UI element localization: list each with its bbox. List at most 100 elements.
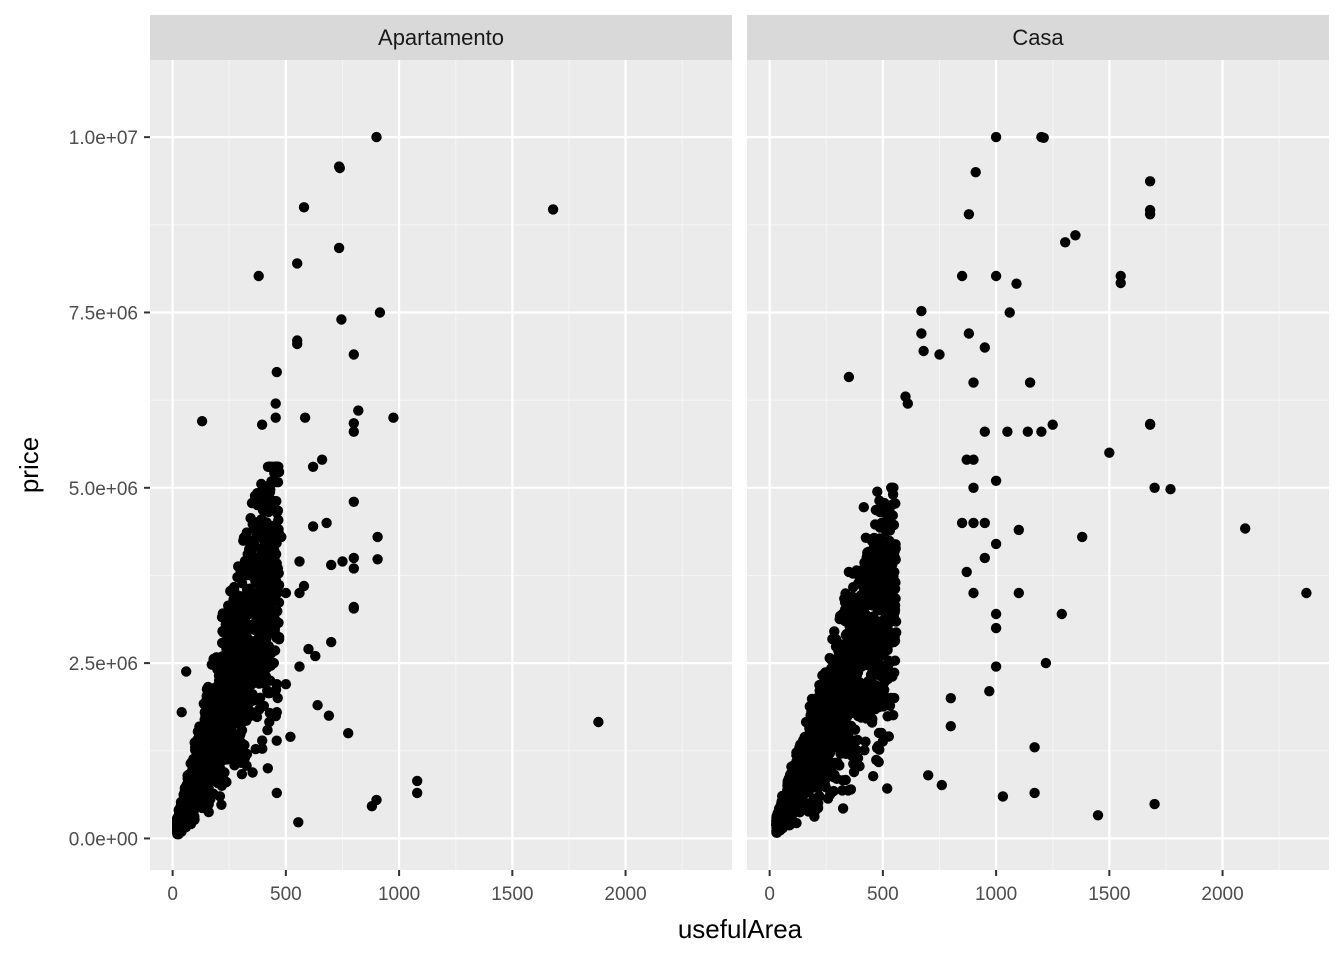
data-point — [202, 768, 213, 780]
data-point — [188, 780, 199, 791]
data-point — [887, 499, 898, 510]
data-point — [235, 718, 247, 729]
data-point — [791, 764, 802, 776]
data-point — [866, 695, 877, 706]
data-point — [918, 345, 929, 357]
data-point — [388, 412, 399, 423]
data-point — [843, 566, 855, 578]
data-point — [867, 686, 878, 697]
data-point — [271, 707, 282, 718]
data-point — [968, 587, 979, 599]
data-point — [254, 615, 265, 627]
data-point — [271, 735, 282, 746]
data-point — [336, 314, 347, 325]
data-point — [889, 667, 900, 678]
data-point — [845, 602, 856, 613]
data-point — [270, 583, 282, 594]
data-point — [979, 342, 990, 353]
data-point — [1092, 810, 1104, 821]
data-point — [217, 673, 228, 684]
data-point — [822, 793, 834, 804]
data-point — [813, 782, 824, 793]
data-point — [883, 731, 894, 742]
data-point — [294, 587, 305, 599]
data-point — [194, 798, 206, 809]
data-point — [312, 700, 323, 711]
data-point — [771, 818, 782, 830]
data-point — [837, 785, 848, 796]
strip-label-casa: Casa — [1012, 25, 1064, 50]
data-point — [185, 818, 197, 830]
data-point — [247, 694, 258, 706]
data-point — [371, 131, 382, 143]
x-tick-label: 1500 — [1088, 884, 1130, 905]
data-point — [775, 803, 786, 814]
data-point — [257, 735, 268, 746]
data-point — [858, 582, 869, 594]
data-point — [873, 740, 884, 752]
data-point — [869, 532, 880, 544]
data-point — [225, 586, 236, 597]
data-point — [843, 371, 855, 383]
data-point — [307, 461, 319, 472]
data-point — [831, 773, 842, 784]
data-point — [794, 782, 805, 793]
data-point — [888, 519, 900, 531]
data-point — [412, 787, 423, 799]
data-point — [348, 426, 359, 437]
data-point — [844, 741, 855, 752]
data-point — [226, 740, 237, 751]
data-point — [262, 578, 273, 589]
data-point — [270, 398, 281, 409]
data-point — [860, 709, 871, 721]
data-point — [990, 538, 1002, 550]
data-point — [348, 563, 359, 574]
data-point — [889, 635, 901, 647]
data-point — [884, 535, 895, 547]
data-point — [851, 680, 862, 691]
data-point — [276, 531, 287, 543]
y-tick-label: 5.0e+06 — [69, 479, 138, 500]
data-point — [213, 772, 225, 783]
data-point — [902, 398, 913, 409]
data-point — [270, 412, 281, 423]
data-point — [845, 724, 857, 735]
data-point — [229, 759, 240, 771]
data-point — [890, 554, 901, 565]
data-point — [832, 757, 843, 768]
data-point — [837, 803, 849, 814]
data-point — [855, 573, 866, 585]
data-point — [348, 603, 359, 614]
data-point — [236, 769, 248, 780]
points-apartamento — [172, 131, 604, 840]
data-point — [1040, 657, 1052, 669]
facet-casa: Casa — [747, 15, 1329, 870]
data-point — [1077, 531, 1088, 543]
data-point — [260, 595, 271, 606]
data-point — [916, 328, 927, 339]
data-point — [858, 698, 869, 709]
data-point — [1047, 419, 1058, 430]
data-point — [216, 780, 227, 791]
data-point — [786, 791, 797, 802]
data-point — [880, 671, 891, 683]
data-point — [831, 709, 843, 720]
data-point — [1013, 524, 1024, 536]
data-point — [868, 771, 879, 782]
data-point — [934, 349, 945, 360]
data-point — [870, 636, 881, 647]
data-point — [372, 531, 383, 543]
data-point — [261, 650, 273, 661]
data-point — [873, 727, 885, 739]
data-point — [916, 305, 927, 317]
data-point — [225, 599, 237, 610]
data-point — [241, 748, 253, 760]
data-point — [835, 748, 846, 759]
data-point — [848, 582, 859, 593]
data-point — [856, 591, 868, 603]
data-point — [262, 724, 273, 736]
data-point — [218, 717, 229, 728]
data-point — [268, 532, 279, 543]
data-point — [1024, 377, 1036, 388]
data-point — [849, 620, 860, 631]
